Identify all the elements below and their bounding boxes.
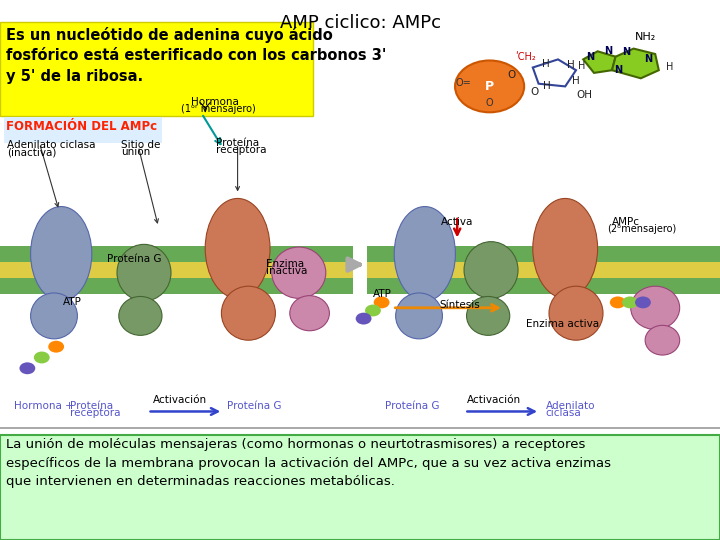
Text: Sitio de: Sitio de <box>121 140 161 151</box>
Text: Proteína G: Proteína G <box>107 254 161 264</box>
Circle shape <box>365 305 381 316</box>
Text: Activación: Activación <box>153 395 207 406</box>
Text: receptora: receptora <box>70 408 120 418</box>
Circle shape <box>374 296 390 308</box>
Ellipse shape <box>645 325 680 355</box>
FancyBboxPatch shape <box>0 246 353 262</box>
Text: AMP ciclico: AMPc: AMP ciclico: AMPc <box>279 14 441 32</box>
Ellipse shape <box>30 293 78 339</box>
FancyBboxPatch shape <box>367 262 720 278</box>
FancyBboxPatch shape <box>0 278 353 294</box>
Text: Proteína G: Proteína G <box>385 401 440 411</box>
Polygon shape <box>612 49 659 78</box>
Text: Hormona: Hormona <box>191 97 238 107</box>
Text: H: H <box>567 60 575 70</box>
Text: P: P <box>485 80 494 93</box>
Ellipse shape <box>396 293 442 339</box>
Text: N: N <box>622 48 631 57</box>
FancyBboxPatch shape <box>367 278 720 294</box>
Text: Activación: Activación <box>467 395 521 406</box>
Text: unión: unión <box>121 147 150 158</box>
Text: H: H <box>572 76 580 86</box>
Text: (inactiva): (inactiva) <box>7 147 57 158</box>
Circle shape <box>635 296 651 308</box>
Text: AMPc: AMPc <box>612 217 640 227</box>
FancyBboxPatch shape <box>367 246 720 262</box>
Text: Adenilato: Adenilato <box>546 401 595 411</box>
Ellipse shape <box>631 286 680 329</box>
Text: (1ᵒʳ mensajero): (1ᵒʳ mensajero) <box>181 104 256 114</box>
Text: OH: OH <box>576 90 592 99</box>
Text: Enzima activa: Enzima activa <box>526 319 599 329</box>
Text: Activa: Activa <box>441 217 473 227</box>
FancyBboxPatch shape <box>4 117 162 143</box>
Text: ATP: ATP <box>63 297 82 307</box>
Text: O: O <box>530 87 539 97</box>
Text: O: O <box>507 70 516 79</box>
FancyBboxPatch shape <box>0 262 353 278</box>
Ellipse shape <box>117 244 171 301</box>
Text: ciclasa: ciclasa <box>546 408 582 418</box>
Circle shape <box>622 296 638 308</box>
Text: NH₂: NH₂ <box>635 32 657 42</box>
Circle shape <box>356 313 372 325</box>
Text: Enzima: Enzima <box>266 259 305 269</box>
Text: Adenilato ciclasa: Adenilato ciclasa <box>7 140 96 151</box>
Text: N: N <box>644 55 652 64</box>
Ellipse shape <box>205 198 270 298</box>
Ellipse shape <box>464 241 518 298</box>
Circle shape <box>34 352 50 363</box>
FancyBboxPatch shape <box>0 427 720 429</box>
Ellipse shape <box>272 247 325 298</box>
Ellipse shape <box>222 286 275 340</box>
Ellipse shape <box>549 286 603 340</box>
Circle shape <box>455 60 524 112</box>
Text: (2ᵒmensajero): (2ᵒmensajero) <box>607 224 676 234</box>
Ellipse shape <box>533 198 598 298</box>
Text: La unión de moléculas mensajeras (como hormonas o neurtotrasmisores) a receptore: La unión de moléculas mensajeras (como h… <box>6 438 611 489</box>
Text: FORMACIÓN DEL AMPc: FORMACIÓN DEL AMPc <box>6 120 157 133</box>
Text: Hormona +: Hormona + <box>14 401 74 411</box>
Text: H: H <box>666 63 673 72</box>
Text: H: H <box>544 82 551 91</box>
Text: Proteína G: Proteína G <box>227 401 282 411</box>
Circle shape <box>610 296 626 308</box>
Text: Proteína: Proteína <box>216 138 259 148</box>
FancyBboxPatch shape <box>0 22 313 116</box>
FancyBboxPatch shape <box>0 435 720 540</box>
Text: Proteína: Proteína <box>70 401 113 411</box>
Text: ʹCH₂: ʹCH₂ <box>516 52 536 62</box>
Text: N: N <box>604 46 613 56</box>
Ellipse shape <box>30 206 92 301</box>
Text: ATP: ATP <box>373 289 392 299</box>
Ellipse shape <box>289 296 330 330</box>
Text: N: N <box>586 52 595 62</box>
Text: receptora: receptora <box>216 145 266 155</box>
Text: N: N <box>613 65 622 75</box>
Text: O: O <box>486 98 493 109</box>
Ellipse shape <box>394 206 455 301</box>
Text: inactiva: inactiva <box>266 266 307 276</box>
Circle shape <box>48 341 64 353</box>
Polygon shape <box>583 51 616 73</box>
Ellipse shape <box>119 296 162 335</box>
Text: H: H <box>578 61 585 71</box>
Text: Es un nucleótido de adenina cuyo ácido
fosfórico está esterificado con los carbo: Es un nucleótido de adenina cuyo ácido f… <box>6 27 386 84</box>
Text: Síntesis: Síntesis <box>439 300 480 310</box>
Text: O=: O= <box>456 78 472 87</box>
Text: H: H <box>542 59 549 69</box>
Circle shape <box>19 362 35 374</box>
Ellipse shape <box>467 296 510 335</box>
